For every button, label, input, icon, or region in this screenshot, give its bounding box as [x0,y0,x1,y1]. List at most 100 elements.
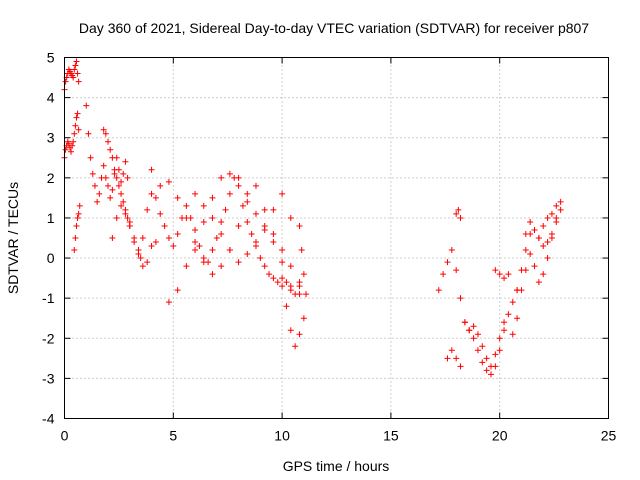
data-point [218,263,225,270]
data-point [496,335,503,342]
data-point [148,166,155,173]
data-point [196,243,203,250]
data-point [296,222,303,229]
data-point [118,202,125,209]
data-point [479,359,486,366]
data-point [192,239,199,246]
data-point [509,299,516,306]
data-point [165,235,172,241]
data-point [300,315,307,322]
data-point [492,351,499,358]
data-point [239,202,246,209]
x-tick-label: 5 [169,428,177,444]
data-point [165,299,172,306]
data-point [492,267,499,274]
data-point [244,218,251,225]
data-point [124,174,131,181]
data-point [235,174,242,181]
data-series [192,190,294,266]
data-point [270,230,277,237]
data-point [71,130,78,137]
data-point [535,235,542,241]
data-point [120,198,127,205]
y-tick-label: 1 [47,210,55,226]
data-point [553,202,560,209]
data-point [501,327,508,334]
data-point [213,235,220,241]
data-series [453,206,464,221]
data-point [453,210,460,217]
data-point [226,170,233,177]
data-point [152,239,159,246]
data-point [448,247,455,254]
data-series [435,247,521,378]
data-point [496,271,503,278]
data-series [61,58,82,93]
data-point [68,148,75,155]
y-axis-label: SDTVAR / TECUs [5,182,21,294]
tick-layer [64,57,609,419]
data-point [292,343,299,350]
y-tick-label: 5 [47,50,55,66]
data-point [105,138,112,145]
tick-label-layer: 0 5 10 15 20 25 -4 -3 -2 -1 0 1 2 3 4 5 [42,50,616,444]
data-point [479,343,486,350]
data-point [248,230,255,237]
data-point [139,235,146,241]
data-point [531,263,538,270]
y-tick-label: 3 [47,130,55,146]
data-point [100,126,107,133]
data-point [74,214,81,221]
data-point [62,146,69,153]
x-tick-label: 10 [274,428,290,444]
data-point [287,327,294,334]
data-point [287,283,294,290]
data-point [200,259,207,266]
data-point [115,182,122,189]
data-point [183,202,190,209]
data-series [461,319,508,370]
data-point [457,295,464,302]
data-point [152,194,159,201]
data-point [540,243,547,250]
data-point [174,287,181,294]
data-point [126,222,133,229]
data-point [109,154,116,161]
data-point [257,255,264,262]
data-point [252,182,259,189]
data-point [135,251,142,258]
data-point [192,190,199,197]
data-point [96,190,103,197]
data-point [457,214,464,221]
data-point [457,363,464,370]
data-point [487,371,494,378]
data-point [261,206,268,213]
data-point [296,279,303,286]
data-point [496,347,503,354]
data-point [235,182,242,189]
data-point [102,130,109,137]
data-point [487,363,494,370]
data-point [522,247,529,254]
data-point [113,214,120,221]
data-point [75,78,82,85]
data-point [137,255,144,262]
data-series [83,102,131,205]
data-point [448,347,455,354]
data-point [244,198,251,205]
data-point [270,275,277,282]
data-point [73,58,80,65]
data-point [274,279,281,286]
data-point [226,190,233,197]
data-point [501,275,508,282]
y-tick-label: -2 [42,330,55,346]
y-tick-label: 2 [47,170,55,186]
data-point [244,190,251,197]
x-tick-label: 15 [383,428,399,444]
data-point [226,247,233,254]
data-point [522,230,529,237]
x-tick-label: 25 [601,428,617,444]
data-series [509,198,564,338]
data-point [183,214,190,221]
data-point [76,202,83,209]
